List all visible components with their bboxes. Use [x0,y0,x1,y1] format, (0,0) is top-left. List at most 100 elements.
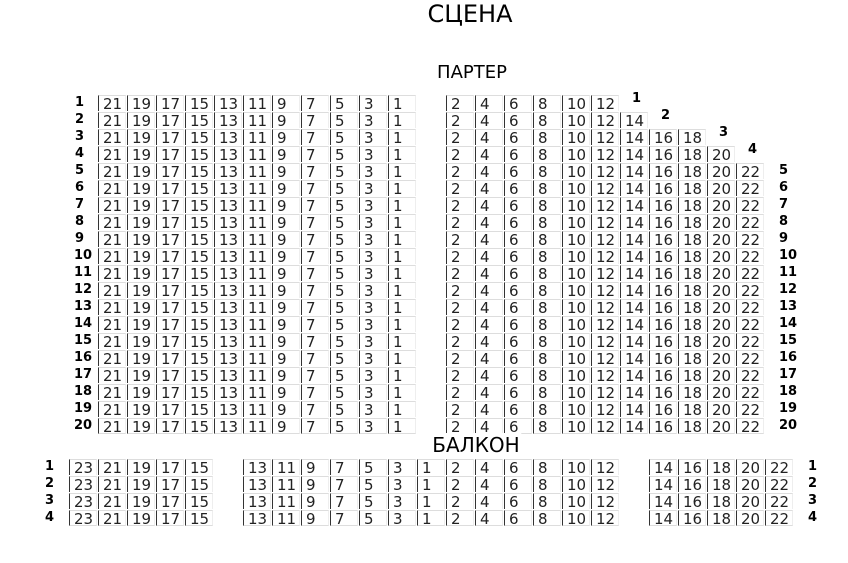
seat[interactable]: 14 [620,214,648,231]
seat[interactable]: 12 [591,214,619,231]
seat[interactable]: 20 [707,197,735,214]
seat[interactable]: 12 [591,510,619,527]
seat[interactable]: 10 [562,265,590,282]
seat[interactable]: 17 [156,299,184,316]
seat[interactable]: 19 [127,493,155,510]
seat[interactable]: 22 [736,282,764,299]
seat[interactable]: 13 [214,316,242,333]
seat[interactable]: 17 [156,401,184,418]
seat[interactable]: 5 [330,214,358,231]
seat[interactable]: 18 [707,493,735,510]
seat[interactable]: 11 [243,248,271,265]
seat[interactable]: 6 [504,333,532,350]
seat[interactable]: 11 [243,163,271,180]
seat[interactable]: 18 [678,180,706,197]
seat[interactable]: 22 [765,493,793,510]
seat[interactable]: 16 [649,350,677,367]
seat[interactable]: 5 [330,367,358,384]
seat[interactable]: 2 [446,282,474,299]
seat[interactable]: 20 [707,214,735,231]
seat[interactable]: 12 [591,333,619,350]
seat[interactable]: 15 [185,163,213,180]
seat[interactable]: 22 [736,163,764,180]
seat[interactable]: 11 [243,350,271,367]
seat[interactable]: 19 [127,476,155,493]
seat[interactable]: 22 [736,350,764,367]
seat[interactable]: 13 [214,401,242,418]
seat[interactable]: 10 [562,316,590,333]
seat[interactable]: 2 [446,459,474,476]
seat[interactable]: 15 [185,401,213,418]
seat[interactable]: 8 [533,214,561,231]
seat[interactable]: 1 [388,180,416,197]
seat[interactable]: 17 [156,367,184,384]
seat[interactable]: 4 [475,510,503,527]
seat[interactable]: 16 [649,316,677,333]
seat[interactable]: 6 [504,459,532,476]
seat[interactable]: 12 [591,180,619,197]
seat[interactable]: 4 [475,248,503,265]
seat[interactable]: 16 [649,129,677,146]
seat[interactable]: 9 [272,95,300,112]
seat[interactable]: 1 [388,367,416,384]
seat[interactable]: 9 [301,510,329,527]
seat[interactable]: 1 [388,401,416,418]
seat[interactable]: 1 [388,95,416,112]
seat[interactable]: 18 [678,214,706,231]
seat[interactable]: 15 [185,316,213,333]
seat[interactable]: 12 [591,265,619,282]
seat[interactable]: 22 [736,180,764,197]
seat[interactable]: 15 [185,180,213,197]
seat[interactable]: 14 [620,350,648,367]
seat[interactable]: 14 [620,299,648,316]
seat[interactable]: 6 [504,299,532,316]
seat[interactable]: 21 [98,333,126,350]
seat[interactable]: 11 [243,146,271,163]
seat[interactable]: 13 [214,95,242,112]
seat[interactable]: 21 [98,95,126,112]
seat[interactable]: 13 [214,367,242,384]
seat[interactable]: 6 [504,129,532,146]
seat[interactable]: 16 [649,146,677,163]
seat[interactable]: 2 [446,333,474,350]
seat[interactable]: 1 [388,163,416,180]
seat[interactable]: 7 [301,214,329,231]
seat[interactable]: 22 [736,214,764,231]
seat[interactable]: 17 [156,493,184,510]
seat[interactable]: 21 [98,146,126,163]
seat[interactable]: 5 [330,350,358,367]
seat[interactable]: 18 [678,418,706,435]
seat[interactable]: 7 [301,180,329,197]
seat[interactable]: 11 [243,333,271,350]
seat[interactable]: 9 [272,265,300,282]
seat[interactable]: 10 [562,197,590,214]
seat[interactable]: 7 [301,418,329,435]
seat[interactable]: 14 [649,476,677,493]
seat[interactable]: 17 [156,180,184,197]
seat[interactable]: 4 [475,146,503,163]
seat[interactable]: 19 [127,95,155,112]
seat[interactable]: 13 [214,129,242,146]
seat[interactable]: 12 [591,316,619,333]
seat[interactable]: 12 [591,95,619,112]
seat[interactable]: 19 [127,384,155,401]
seat[interactable]: 15 [185,459,213,476]
seat[interactable]: 13 [214,163,242,180]
seat[interactable]: 6 [504,316,532,333]
seat[interactable]: 16 [678,510,706,527]
seat[interactable]: 17 [156,459,184,476]
seat[interactable]: 13 [214,333,242,350]
seat[interactable]: 17 [156,112,184,129]
seat[interactable]: 7 [301,197,329,214]
seat[interactable]: 16 [678,493,706,510]
seat[interactable]: 15 [185,146,213,163]
seat[interactable]: 14 [620,180,648,197]
seat[interactable]: 13 [243,476,271,493]
seat[interactable]: 4 [475,129,503,146]
seat[interactable]: 21 [98,180,126,197]
seat[interactable]: 11 [272,459,300,476]
seat[interactable]: 9 [272,418,300,435]
seat[interactable]: 21 [98,299,126,316]
seat[interactable]: 21 [98,510,126,527]
seat[interactable]: 15 [185,510,213,527]
